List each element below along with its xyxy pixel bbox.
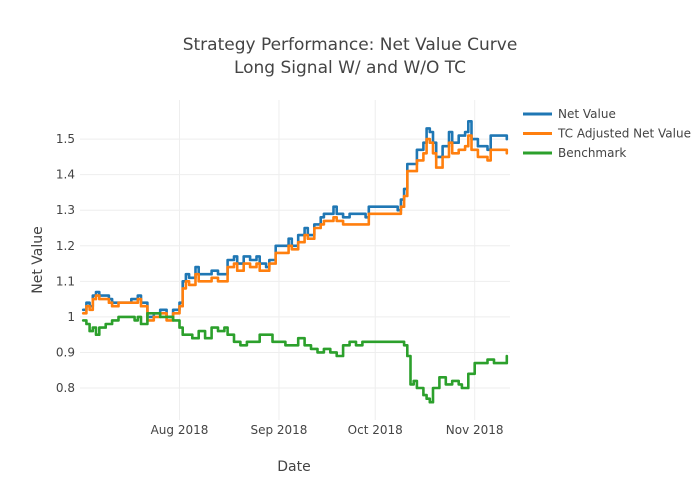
plot-area[interactable] (81, 120, 509, 404)
y-tick-label: 1.5 (56, 132, 75, 146)
x-axis-ticks: Aug 2018 Sep 2018 Oct 2018 Nov 2018 (151, 423, 504, 437)
y-axis-title: Net Value (30, 226, 46, 293)
gridlines (80, 100, 510, 420)
legend-label-net-value[interactable]: Net Value (558, 107, 616, 121)
series-line-net-value[interactable] (81, 120, 509, 319)
chart-title-line-1: Strategy Performance: Net Value Curve (183, 35, 518, 55)
y-tick-label: 1.4 (56, 168, 75, 182)
x-tick-label: Nov 2018 (446, 423, 504, 437)
x-tick-label: Sep 2018 (250, 423, 307, 437)
legend[interactable]: Net Value TC Adjusted Net Value Benchmark (523, 107, 691, 160)
y-tick-label: 0.9 (56, 345, 75, 359)
series-line-benchmark[interactable] (81, 312, 509, 404)
x-tick-label: Oct 2018 (348, 423, 403, 437)
chart-title-line-2: Long Signal W/ and W/O TC (234, 58, 466, 78)
legend-label-tc-adjusted-net-value[interactable]: TC Adjusted Net Value (557, 127, 691, 141)
series-line-tc-adjusted-net-value[interactable] (81, 134, 509, 322)
y-axis-ticks: 0.8 0.9 1 1.1 1.2 1.3 1.4 1.5 (56, 132, 75, 395)
legend-label-benchmark[interactable]: Benchmark (558, 146, 626, 160)
y-tick-label: 1 (67, 310, 75, 324)
y-tick-label: 1.3 (56, 203, 75, 217)
x-axis-title: Date (277, 459, 310, 475)
y-tick-label: 1.2 (56, 239, 75, 253)
y-tick-label: 1.1 (56, 274, 75, 288)
x-tick-label: Aug 2018 (151, 423, 209, 437)
y-tick-label: 0.8 (56, 381, 75, 395)
